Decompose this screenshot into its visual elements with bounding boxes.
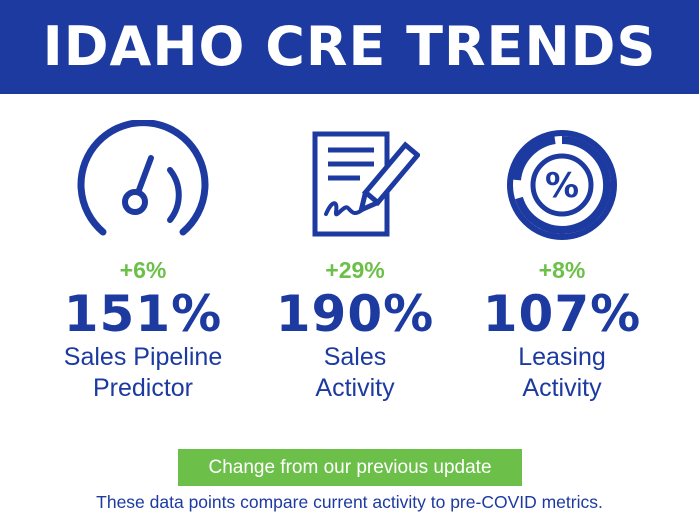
percent-donut-icon: % bbox=[452, 120, 672, 250]
svg-text:%: % bbox=[545, 166, 579, 206]
metric-value: 151% bbox=[63, 285, 223, 343]
metric-leasing-activity: % +8% 107% Leasing Activity bbox=[452, 120, 672, 404]
metric-label-line2: Activity bbox=[315, 374, 395, 402]
metric-label-line1: Sales Pipeline bbox=[63, 343, 223, 371]
metric-sales-activity: +29% 190% Sales Activity bbox=[245, 120, 465, 404]
title-banner: IDAHO CRE TRENDS bbox=[0, 0, 699, 94]
metric-label-line2: Predictor bbox=[92, 374, 194, 402]
signed-document-icon bbox=[245, 120, 465, 250]
metric-value: 190% bbox=[275, 285, 435, 343]
metric-sales-pipeline: +6% 151% Sales Pipeline Predictor bbox=[33, 120, 253, 404]
metric-value: 107% bbox=[482, 285, 642, 343]
metric-label-line1: Sales bbox=[323, 343, 387, 371]
page-title: IDAHO CRE TRENDS bbox=[42, 15, 657, 78]
legend-text: Change from our previous update bbox=[208, 456, 492, 478]
metric-label-line2: Activity bbox=[522, 374, 602, 402]
change-value: +8% bbox=[538, 257, 586, 283]
change-legend: Change from our previous update bbox=[178, 449, 522, 486]
change-value: +29% bbox=[325, 257, 385, 283]
change-value: +6% bbox=[119, 257, 167, 283]
speedometer-icon bbox=[33, 120, 253, 250]
footnote: These data points compare current activi… bbox=[96, 492, 603, 512]
metric-label-line1: Leasing bbox=[518, 343, 606, 371]
